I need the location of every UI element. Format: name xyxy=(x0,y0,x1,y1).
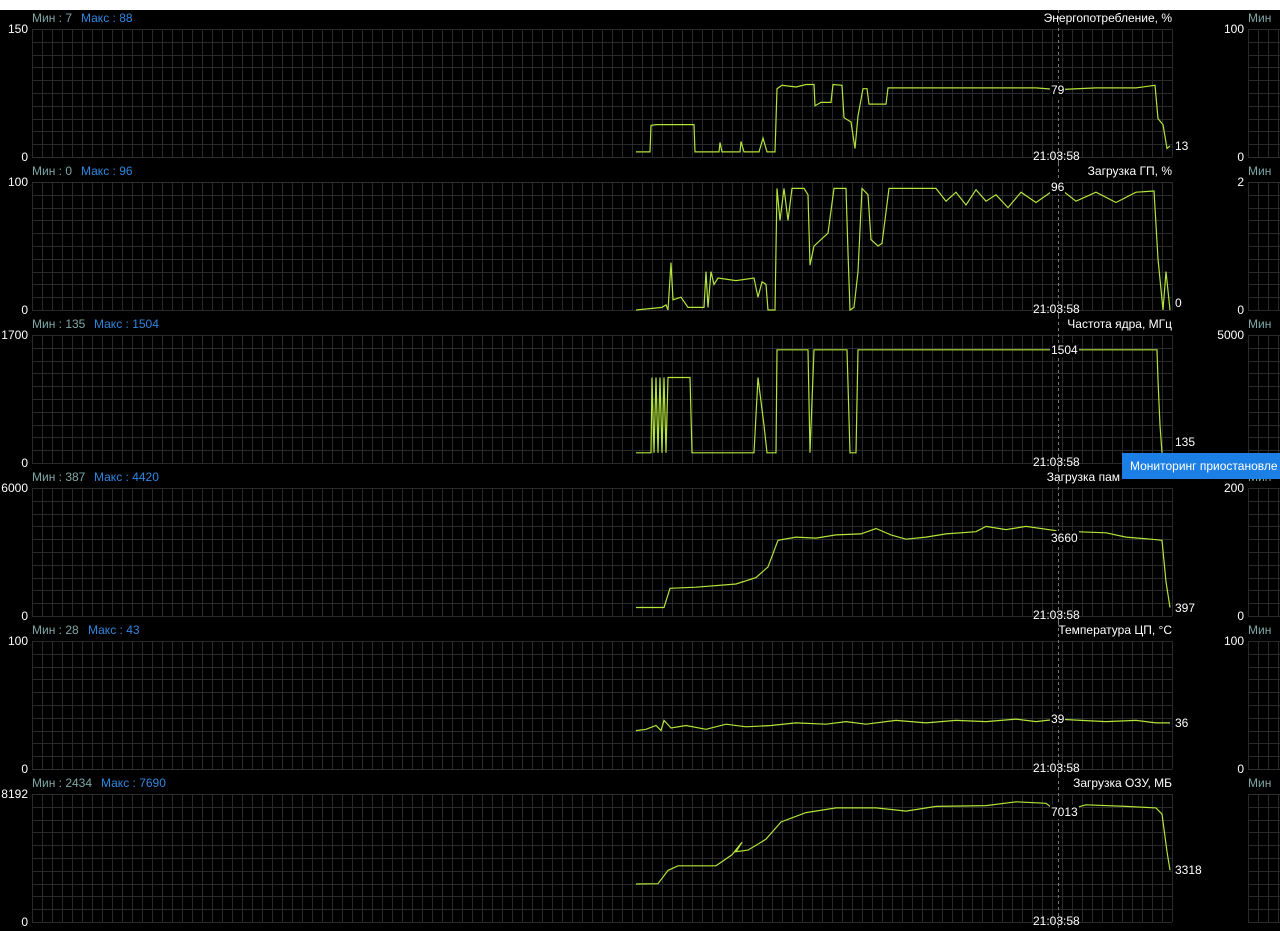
y-max-label: 8192 xyxy=(1,787,28,801)
max-label: Макс : 43 xyxy=(88,623,140,637)
data-trace xyxy=(636,525,1171,609)
graph-canvas xyxy=(32,469,1280,622)
cursor-time-label: 21:03:58 xyxy=(1033,914,1080,928)
graph-title: Загрузка пам xyxy=(1046,470,1120,484)
current-value-label: 13 xyxy=(1175,138,1189,153)
min-label: Мин : 7 xyxy=(32,11,73,25)
graph-panel[interactable]: Мин : 28 Макс : 43 100 0 Температура ЦП, °C 3… xyxy=(0,622,1280,776)
y-min-label: 0 xyxy=(21,762,28,776)
data-trace xyxy=(635,718,1170,732)
min-label: Мин : 387 xyxy=(32,470,86,484)
cursor-value-label: 1504 xyxy=(1050,342,1079,357)
min-label: Мин : 28 xyxy=(32,623,79,637)
min-label: Мин : 135 xyxy=(32,317,86,331)
graph-title: Температура ЦП, °C xyxy=(1058,623,1172,637)
window-title-bar xyxy=(0,0,1280,10)
graph-panel[interactable]: Мин : 387 Макс : 4420 6000 0 Загрузка пам 366… xyxy=(0,469,1280,623)
min-label: Мин : 2434 xyxy=(32,776,93,790)
max-label: Макс : 4420 xyxy=(94,470,159,484)
graph-panel[interactable]: Мин : 0 Макс : 96 100 0 Загрузка ГП, % 96 0 21:… xyxy=(0,163,1280,317)
y-max-label: 6000 xyxy=(1,481,28,495)
y-max-label: 100 xyxy=(7,634,28,648)
y-max-label: 1700 xyxy=(1,328,28,342)
max-label: Макс : 96 xyxy=(81,164,133,178)
right-y-min-label: 0 xyxy=(1237,303,1244,317)
right-y-min-label: 0 xyxy=(1237,150,1244,164)
right-y-max-label: 100 xyxy=(1223,634,1244,648)
graph-title: Загрузка ГП, % xyxy=(1087,164,1172,178)
y-max-label: 150 xyxy=(7,22,28,36)
current-value-label: 36 xyxy=(1175,715,1189,730)
graph-canvas xyxy=(32,163,1280,316)
graph-canvas xyxy=(32,622,1280,775)
current-value-label: 135 xyxy=(1175,435,1196,449)
right-y-min-label: 0 xyxy=(1237,762,1244,776)
graph-canvas xyxy=(32,316,1280,469)
graph-canvas xyxy=(32,10,1280,163)
graph-title: Частота ядра, МГц xyxy=(1067,317,1172,331)
y-min-label: 0 xyxy=(21,456,28,470)
right-min-label: Мин xyxy=(1248,11,1272,25)
data-trace xyxy=(635,801,1171,885)
cursor-time-label: 21:03:58 xyxy=(1033,302,1080,316)
cursor-value-label: 96 xyxy=(1050,180,1066,195)
max-label: Макс : 7690 xyxy=(101,776,166,790)
graph-title: Загрузка ОЗУ, МБ xyxy=(1073,776,1172,790)
y-min-label: 0 xyxy=(21,915,28,929)
cursor-value-label: 39 xyxy=(1050,712,1066,727)
y-min-label: 0 xyxy=(21,150,28,164)
data-trace xyxy=(636,83,1171,153)
current-value-label: 3318 xyxy=(1175,863,1202,878)
monitoring-paused-notification: Мониторинг приостановле xyxy=(1122,453,1280,479)
right-y-max-label: 2 xyxy=(1237,175,1244,189)
cursor-time-label: 21:03:58 xyxy=(1033,455,1080,469)
right-y-max-label: 200 xyxy=(1223,481,1244,495)
graph-title: Энергопотребление, % xyxy=(1043,11,1172,25)
min-label: Мин : 0 xyxy=(32,164,73,178)
right-min-label: Мин xyxy=(1248,776,1272,790)
cursor-value-label: 79 xyxy=(1050,82,1066,97)
graph-canvas xyxy=(32,775,1280,928)
max-label: Макс : 1504 xyxy=(94,317,159,331)
y-min-label: 0 xyxy=(21,303,28,317)
cursor-value-label: 7013 xyxy=(1050,805,1079,820)
cursor-time-label: 21:03:58 xyxy=(1033,608,1080,622)
data-trace xyxy=(635,186,1171,312)
current-value-label: 0 xyxy=(1175,296,1182,310)
graph-panel[interactable]: Мин : 135 Макс : 1504 1700 0 Частота ядра, М… xyxy=(0,316,1280,470)
right-min-label: Мин xyxy=(1248,623,1272,637)
right-min-label: Мин xyxy=(1248,164,1272,178)
graph-panel[interactable]: Мин : 7 Макс : 88 150 0 Энергопотребление, %… xyxy=(0,10,1280,164)
cursor-value-label: 3660 xyxy=(1050,530,1079,545)
y-max-label: 100 xyxy=(7,175,28,189)
right-y-max-label: 100 xyxy=(1223,22,1244,36)
cursor-time-label: 21:03:58 xyxy=(1033,149,1080,163)
max-label: Макс : 88 xyxy=(81,11,133,25)
right-y-max-label: 5000 xyxy=(1217,328,1244,342)
y-min-label: 0 xyxy=(21,609,28,623)
right-min-label: Мин xyxy=(1248,317,1272,331)
current-value-label: 397 xyxy=(1175,600,1196,615)
right-y-min-label: 0 xyxy=(1237,609,1244,623)
graph-panel[interactable]: Мин : 2434 Макс : 7690 8192 0 Загрузка ОЗУ, … xyxy=(0,775,1280,929)
cursor-time-label: 21:03:58 xyxy=(1033,761,1080,775)
data-trace xyxy=(636,349,1163,454)
